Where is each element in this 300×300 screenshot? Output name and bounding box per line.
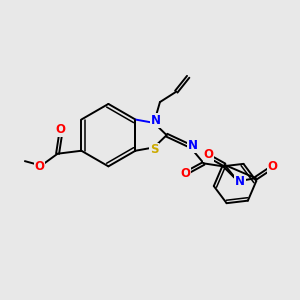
Text: O: O (34, 160, 44, 173)
Text: N: N (188, 139, 197, 152)
Text: O: O (180, 167, 190, 180)
Text: O: O (204, 148, 214, 161)
Text: O: O (56, 123, 66, 136)
Text: N: N (151, 114, 160, 127)
Text: O: O (268, 160, 278, 173)
Text: S: S (150, 143, 158, 156)
Text: N: N (235, 175, 245, 188)
